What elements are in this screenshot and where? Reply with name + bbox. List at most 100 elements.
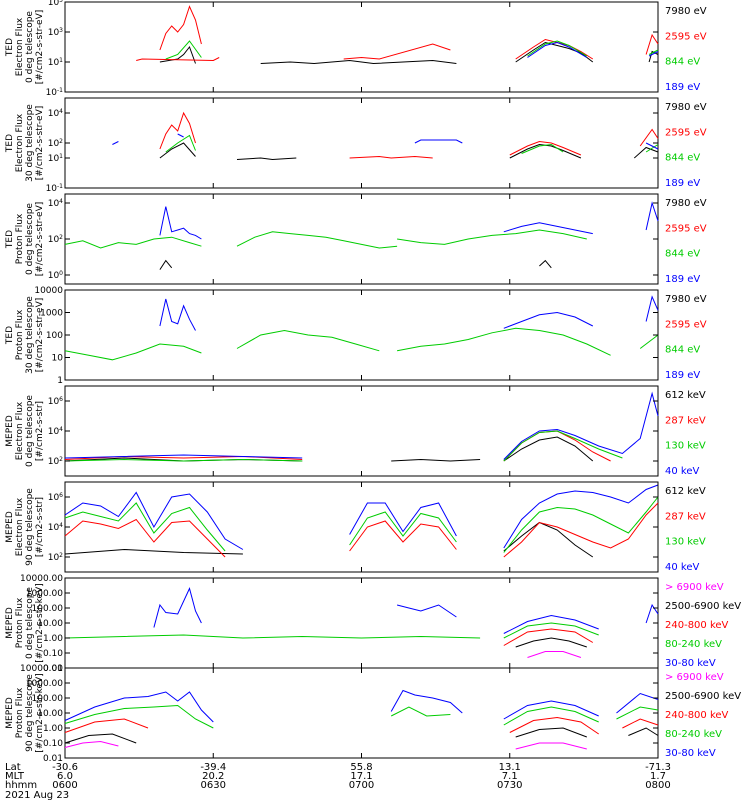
y-axis-label-line: Proton Flux <box>15 597 25 648</box>
legend-entry: 240-800 keV <box>665 710 729 721</box>
series-4-segment-2 <box>503 391 659 460</box>
plot-frame <box>64 97 659 189</box>
series-1-segment-2 <box>236 329 380 352</box>
series-5-segment-1 <box>64 691 214 723</box>
panel-4: 1 10 100 1000 10000 TED Proton Flux 30 deg tele… <box>5 286 707 386</box>
y-axis-label-line: [#/cm2-s-str] <box>35 401 45 461</box>
y-axis-label-line: [#/cm2-s-str-eV] <box>35 10 45 85</box>
footer-mlt-value: 7.1 <box>502 771 518 782</box>
series-1-segment-4 <box>648 50 659 63</box>
series-3-segment-2 <box>527 40 588 57</box>
y-axis-label-line: 30 deg telescope <box>25 104 35 182</box>
series-2-segment-3 <box>628 727 659 736</box>
series-1-segment-1 <box>64 740 119 748</box>
series-4-segment-3 <box>503 484 659 549</box>
series-2-segment-1 <box>159 5 202 51</box>
footer-hhmm-value: 0700 <box>349 780 374 791</box>
series-2-segment-3 <box>503 502 659 558</box>
series-4-segment-1 <box>64 634 481 639</box>
series-2-segment-2 <box>136 57 220 62</box>
series-3-segment-1 <box>64 458 303 462</box>
y-axis-label-line: 0 deg telescope <box>25 587 35 659</box>
y-axis-label-line: Proton Flux <box>15 309 25 360</box>
y-tick-label: 10000 <box>34 286 63 296</box>
y-axis-label-line: MEPED <box>5 607 15 639</box>
legend-entry: 2595 eV <box>665 31 707 42</box>
y-axis-label-line: [#/cm2-s-str-keV] <box>35 673 45 752</box>
legend-entry: 80-240 keV <box>665 639 722 650</box>
legend-entry: 612 keV <box>665 390 706 401</box>
legend-entry: 7980 eV <box>665 6 707 17</box>
footer-mlt-value: 17.1 <box>350 771 372 782</box>
series-2-segment-3 <box>343 43 451 60</box>
y-tick-label: 0.10 <box>43 649 63 659</box>
footer-lat-value: 13.1 <box>499 762 521 773</box>
series-1-segment-4 <box>633 146 659 159</box>
series-1-segment-2 <box>539 259 552 269</box>
series-3-segment-3 <box>645 201 659 231</box>
y-axis-label-line: MEPED <box>5 511 15 543</box>
series-3-segment-2 <box>521 143 564 154</box>
legend-entry: 189 eV <box>665 274 700 285</box>
y-tick-label: 102 <box>48 552 63 564</box>
series-1-segment-1 <box>64 548 243 555</box>
series-3-segment-3 <box>648 49 659 55</box>
series-3-segment-3 <box>622 718 659 729</box>
footer-mlt-value: 20.2 <box>202 771 224 782</box>
y-axis-label-line: MEPED <box>5 415 15 447</box>
y-tick-label: 1.00 <box>43 634 63 644</box>
plot-frame <box>64 289 659 381</box>
legend-entry: 130 keV <box>665 441 706 452</box>
footer-lat-value: -30.6 <box>52 762 78 773</box>
legend-entry: 287 keV <box>665 415 706 426</box>
footer-hhmm-value: 0600 <box>52 780 77 791</box>
y-axis-label-line: 30 deg telescope <box>25 296 35 374</box>
y-axis-label-line: [#/cm2-s-str] <box>35 497 45 557</box>
plot-frame <box>64 1 659 93</box>
series-4-segment-2 <box>503 622 599 639</box>
legend-entry: 844 eV <box>665 249 700 260</box>
series-4-segment-3 <box>503 706 599 726</box>
series-2-segment-2 <box>515 727 587 738</box>
legend-entry: 287 keV <box>665 511 706 522</box>
panel-8: 0.01 0.10 1.00 10.00 100.00 1000.00 10000.00 ME… <box>5 664 741 764</box>
y-tick-label: 102 <box>48 234 63 246</box>
legend-entry: 2595 eV <box>665 223 707 234</box>
series-2-segment-5 <box>645 33 659 55</box>
series-2-segment-3 <box>397 229 587 245</box>
series-2-segment-1 <box>64 733 137 744</box>
y-axis-label-line: Electron Flux <box>15 17 25 76</box>
legend-entry: 2595 eV <box>665 127 707 138</box>
series-3-segment-1 <box>165 40 202 60</box>
series-1-segment-2 <box>515 742 587 750</box>
footer-hhmm-label: hhmm <box>5 780 37 791</box>
footer-hhmm-value: 0800 <box>645 780 670 791</box>
footer-mlt-value: 6.0 <box>57 771 73 782</box>
legend-entry: > 6900 keV <box>665 582 724 593</box>
series-3-segment-3 <box>645 144 659 153</box>
y-axis-label-line: 0 deg telescope <box>25 203 35 275</box>
series-3-segment-3 <box>503 496 659 553</box>
y-axis-label-line: 90 deg telescope <box>25 674 35 752</box>
legend-entry: 80-240 keV <box>665 729 722 740</box>
y-tick-label: 101 <box>48 153 63 165</box>
y-axis-label-line: 0 deg telescope <box>25 11 35 83</box>
footer-lat-value: 55.8 <box>350 762 372 773</box>
y-axis-label-line: TED <box>5 134 15 153</box>
series-3-segment-1 <box>64 502 226 552</box>
footer-mlt-value: 1.7 <box>650 771 666 782</box>
y-tick-label: 0.01 <box>43 754 63 764</box>
panel-3: 100 102 104 TED Proton Flux 0 deg telescope [#… <box>5 193 707 285</box>
series-2-segment-1 <box>159 298 196 331</box>
y-tick-label: 10000.00 <box>20 574 63 584</box>
y-axis-label-line: [#/cm2-s-str-eV] <box>35 298 45 373</box>
y-tick-label: 104 <box>48 522 63 534</box>
legend-entry: 40 keV <box>665 562 699 573</box>
y-tick-label: 100 <box>48 270 63 282</box>
y-axis-label-line: TED <box>5 230 15 249</box>
y-tick-label: 1 <box>57 376 63 386</box>
y-axis-label-line: [#/cm2-s-str-eV] <box>35 202 45 277</box>
y-tick-label: 0.10 <box>43 739 63 749</box>
